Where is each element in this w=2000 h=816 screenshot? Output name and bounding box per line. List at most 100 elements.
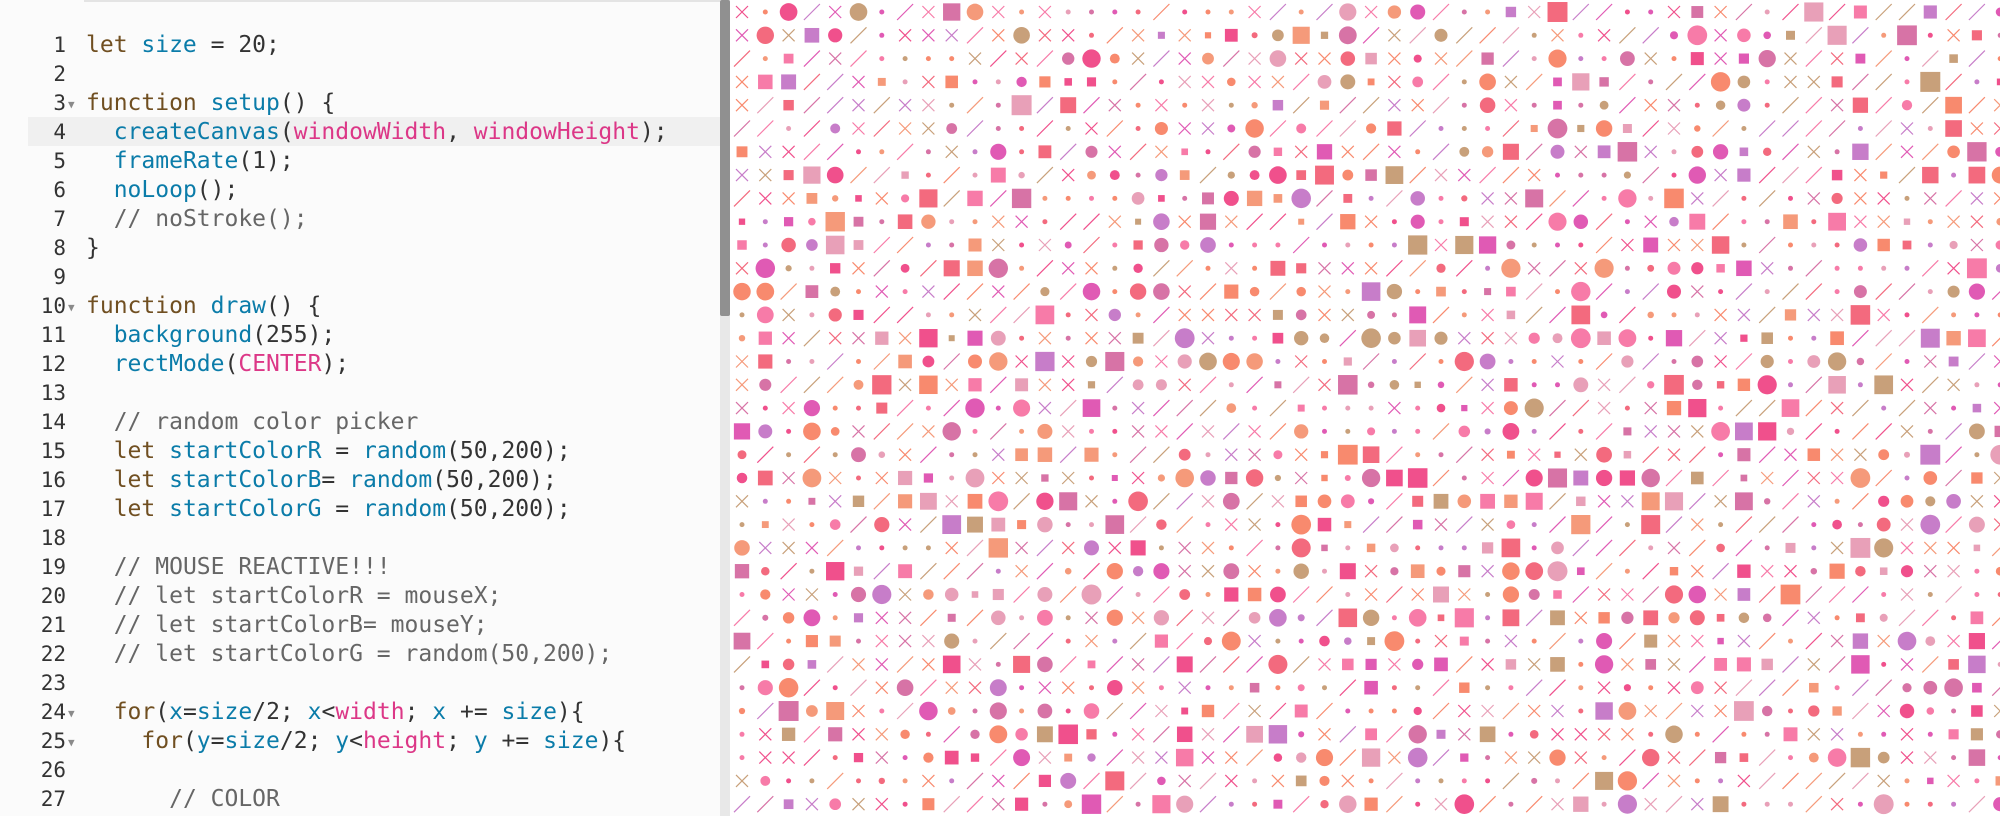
sketch-slash — [1362, 96, 1380, 114]
sketch-cross — [852, 727, 865, 741]
sketch-circle — [988, 258, 1008, 278]
sketch-slash — [1735, 353, 1753, 370]
code-line[interactable]: 7 // noStroke(); — [0, 205, 720, 234]
code-line[interactable]: 6 noLoop(); — [0, 176, 720, 205]
line-number: 19 — [40, 555, 66, 579]
code-line[interactable]: 22 // let startColorG = random(50,200); — [0, 640, 720, 669]
line-number: 11 — [40, 323, 66, 347]
sketch-circle — [1390, 543, 1399, 553]
code-line[interactable]: 3 ▼ function setup() { — [0, 89, 720, 118]
sketch-slash — [803, 329, 821, 347]
sketch-cross — [875, 727, 889, 741]
code-line[interactable]: 1 let size = 20; — [0, 31, 720, 60]
code-token: ( — [182, 728, 197, 754]
sketch-square — [875, 331, 889, 345]
code-line[interactable]: 15 let startColorR = random(50,200); — [0, 437, 720, 466]
sketch-dot — [1042, 219, 1048, 225]
code-line[interactable]: 17 let startColorG = random(50,200); — [0, 495, 720, 524]
sketch-dot — [949, 475, 955, 481]
fold-arrow-icon[interactable]: ▼ — [68, 736, 75, 749]
fold-arrow-icon[interactable]: ▼ — [68, 301, 75, 314]
sketch-cross — [1457, 331, 1471, 345]
sketch-circle — [758, 424, 773, 439]
code-token — [86, 583, 114, 609]
sketch-dot — [1578, 242, 1584, 248]
sketch-circle — [1412, 658, 1424, 670]
sketch-square — [1319, 100, 1330, 110]
code-line[interactable]: 14 // random color picker — [0, 408, 720, 437]
code-line[interactable]: 11 background(255); — [0, 321, 720, 350]
sketch-square — [1737, 168, 1751, 182]
code-line[interactable]: 16 let startColorB= random(50,200); — [0, 466, 720, 495]
sketch-square — [1272, 309, 1283, 320]
sketch-slash — [1455, 376, 1473, 394]
code-lines[interactable]: 1 let size = 20; 2 3 ▼ function setup() {4 cr… — [0, 31, 720, 814]
code-line[interactable]: 10 ▼ function draw() { — [0, 292, 720, 321]
code-line[interactable]: 23 — [0, 669, 720, 698]
sketch-cross — [1061, 355, 1075, 368]
sketch-slash — [1339, 329, 1357, 347]
code-line[interactable]: 2 — [0, 60, 720, 89]
sketch-dot — [1042, 195, 1048, 201]
sketch-circle — [831, 195, 839, 202]
sketch-preview-canvas[interactable] — [730, 0, 2000, 816]
code-line[interactable]: 9 — [0, 263, 720, 292]
sketch-slash — [1758, 189, 1776, 207]
sketch-circle — [1757, 375, 1777, 395]
sketch-circle — [1407, 747, 1428, 768]
code-line[interactable]: 21 // let startColorB= mouseY; — [0, 611, 720, 640]
sketch-slash — [1455, 259, 1473, 277]
sketch-square — [1133, 240, 1143, 250]
code-line[interactable]: 5 frameRate(1); — [0, 147, 720, 176]
sketch-slash — [1409, 166, 1427, 184]
line-number: 4 — [53, 120, 66, 144]
sketch-slash — [850, 679, 867, 697]
sketch-slash — [1851, 329, 1869, 347]
editor-scrollbar-track[interactable] — [720, 0, 730, 816]
sketch-dot — [1694, 731, 1700, 737]
sketch-cross — [758, 168, 772, 182]
code-line[interactable]: 8} — [0, 234, 720, 263]
code-line[interactable]: 20 // let startColorR = mouseX; — [0, 582, 720, 611]
sketch-slash — [1083, 236, 1100, 254]
sketch-circle — [1018, 171, 1025, 179]
sketch-circle — [1808, 705, 1820, 717]
sketch-dot — [786, 452, 792, 458]
sketch-cross — [1178, 285, 1192, 299]
sketch-circle — [1037, 516, 1053, 533]
sketch-slash — [1222, 50, 1240, 68]
sketch-square — [1315, 165, 1334, 185]
code-line[interactable]: 12 rectMode(CENTER); — [0, 350, 720, 379]
code-line[interactable]: 4 createCanvas(windowWidth, windowHeight… — [0, 118, 720, 147]
sketch-dot — [972, 452, 978, 458]
sketch-cross — [828, 52, 842, 66]
code-line[interactable]: 13 — [0, 379, 720, 408]
code-line[interactable]: 25 ▼ for(y=size/2; y<height; y += size){ — [0, 727, 720, 756]
code-line[interactable]: 24 ▼ for(x=size/2; x<width; x += size){ — [0, 698, 720, 727]
sketch-dot — [1624, 9, 1630, 15]
sketch-square — [1179, 170, 1190, 180]
fold-arrow-icon[interactable]: ▼ — [68, 98, 75, 111]
sketch-slash — [1851, 586, 1869, 603]
sketch-square — [992, 588, 1004, 601]
sketch-dot — [1228, 382, 1234, 388]
fold-arrow-icon[interactable]: ▼ — [68, 707, 75, 720]
code-line[interactable]: 26 — [0, 756, 720, 785]
code-token — [86, 699, 114, 725]
sketch-circle — [1506, 520, 1516, 529]
code-line[interactable]: 27 // COLOR — [0, 785, 720, 814]
code-line[interactable]: 19 // MOUSE REACTIVE!!! — [0, 553, 720, 582]
sketch-dot — [1624, 568, 1630, 574]
sketch-dot — [1974, 568, 1980, 574]
sketch-cross — [1667, 541, 1681, 555]
sketch-dot — [1718, 522, 1724, 528]
sketch-dot — [1624, 522, 1630, 528]
sketch-circle — [1339, 795, 1357, 813]
code-editor[interactable]: 1 let size = 20; 2 3 ▼ function setup() {4 cr… — [0, 0, 720, 816]
sketch-circle — [1900, 565, 1914, 578]
editor-scrollbar-thumb[interactable] — [720, 0, 730, 316]
code-line[interactable]: 18 — [0, 524, 720, 553]
code-token: random — [362, 438, 447, 464]
sketch-slash — [896, 422, 914, 440]
sketch-cross — [782, 751, 796, 765]
